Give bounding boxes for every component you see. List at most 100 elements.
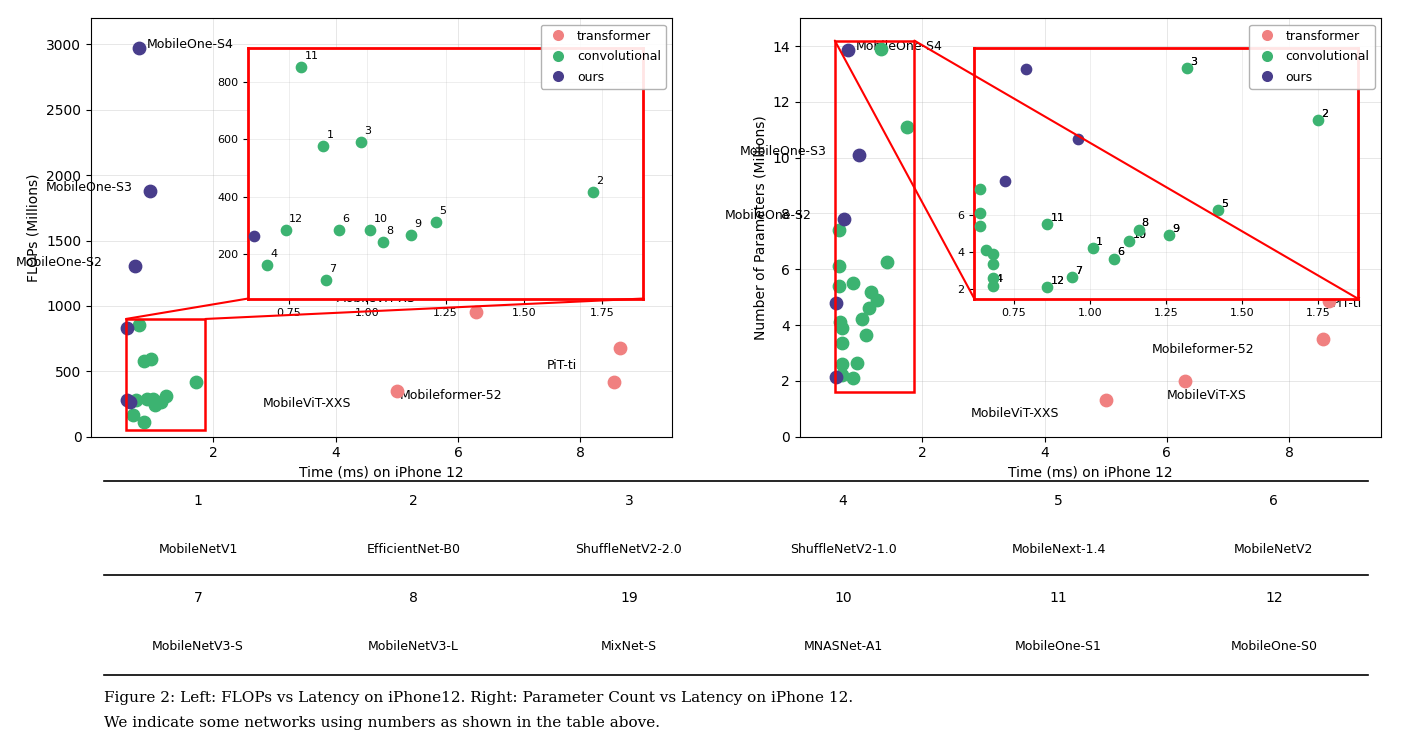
Point <box>847 149 869 161</box>
Point <box>1173 375 1196 387</box>
Point <box>615 202 638 213</box>
Text: MobileOne-S2: MobileOne-S2 <box>725 209 812 222</box>
Text: MNASNet-A1: MNASNet-A1 <box>803 640 883 654</box>
Point <box>1067 266 1089 278</box>
Point <box>841 372 864 384</box>
Point <box>1323 275 1346 287</box>
Text: PiT-ti: PiT-ti <box>1332 297 1363 310</box>
Text: MobileViT-S: MobileViT-S <box>485 185 558 198</box>
Text: MobileOne-S3: MobileOne-S3 <box>46 181 133 194</box>
Text: MobileOne-S0: MobileOne-S0 <box>1231 640 1318 654</box>
Y-axis label: FLOPs (Millions): FLOPs (Millions) <box>27 173 41 281</box>
Text: MobileViT-XS: MobileViT-XS <box>1166 389 1246 402</box>
Point <box>154 390 177 401</box>
Text: MobileNext-1.4: MobileNext-1.4 <box>1011 543 1106 556</box>
Bar <box>834 41 914 392</box>
Text: PiT-ti: PiT-ti <box>547 359 578 371</box>
Point <box>386 385 408 397</box>
Text: DeiT-tiny: DeiT-tiny <box>1011 261 1067 273</box>
Point <box>144 399 167 411</box>
X-axis label: Time (ms) on iPhone 12: Time (ms) on iPhone 12 <box>299 466 464 480</box>
Point <box>1312 333 1335 345</box>
Point <box>603 376 625 387</box>
Text: 4: 4 <box>838 494 847 508</box>
Text: 1: 1 <box>193 494 203 508</box>
Point <box>858 303 880 314</box>
Point <box>830 369 852 381</box>
X-axis label: Time (ms) on iPhone 12: Time (ms) on iPhone 12 <box>1008 466 1173 480</box>
Text: 2: 2 <box>409 494 418 508</box>
Point <box>866 294 889 306</box>
Point <box>837 45 859 56</box>
Point <box>119 396 142 408</box>
Point <box>896 121 918 133</box>
Point <box>851 314 873 325</box>
Text: MobileNetV2: MobileNetV2 <box>1234 543 1314 556</box>
Point <box>465 306 488 318</box>
Text: Figure 2: Left: FLOPs vs Latency on iPhone12. Right: Parameter Count vs Latency : Figure 2: Left: FLOPs vs Latency on iPho… <box>104 692 854 705</box>
Point <box>142 393 164 405</box>
Point <box>830 322 852 333</box>
Point <box>136 393 158 405</box>
Point <box>829 261 851 273</box>
Point <box>133 417 156 428</box>
Text: ShuffleNetV2-1.0: ShuffleNetV2-1.0 <box>789 543 896 556</box>
Text: MobileOne-S1: MobileOne-S1 <box>1015 640 1102 654</box>
Point <box>116 322 139 333</box>
Point <box>128 319 150 331</box>
Text: MobileOne-S3: MobileOne-S3 <box>739 145 826 158</box>
Text: Mobileformer-52: Mobileformer-52 <box>400 389 502 402</box>
Point <box>1095 395 1117 406</box>
Point <box>847 357 869 368</box>
Y-axis label: Number of Parameters (Millions): Number of Parameters (Millions) <box>753 115 767 340</box>
Text: 19: 19 <box>620 591 638 605</box>
Legend: transformer, convolutional, ours: transformer, convolutional, ours <box>1249 25 1375 88</box>
Point <box>608 342 631 354</box>
Point <box>829 224 851 236</box>
Text: 11: 11 <box>1050 591 1067 605</box>
Text: 7: 7 <box>193 591 202 605</box>
Point <box>876 257 899 268</box>
Point <box>123 260 146 272</box>
Text: MobileNetV3-L: MobileNetV3-L <box>369 640 458 654</box>
Text: 5: 5 <box>1054 494 1063 508</box>
Text: 6: 6 <box>1269 494 1279 508</box>
Point <box>116 395 139 406</box>
Text: Mobileformer-52: Mobileformer-52 <box>1151 343 1255 356</box>
Point <box>128 42 150 54</box>
Point <box>869 43 892 55</box>
Point <box>824 297 847 308</box>
Point <box>133 355 156 367</box>
Text: MobileNetV3-S: MobileNetV3-S <box>153 640 244 654</box>
Text: 12: 12 <box>1265 591 1283 605</box>
Point <box>830 358 852 370</box>
Text: MobileViT-XS: MobileViT-XS <box>335 292 415 305</box>
Point <box>830 337 852 349</box>
Text: MobileOne-S2: MobileOne-S2 <box>15 256 102 269</box>
Text: ShuffleNetV2-2.0: ShuffleNetV2-2.0 <box>576 543 683 556</box>
Point <box>185 376 207 388</box>
Text: MobileViT-XXS: MobileViT-XXS <box>262 396 350 409</box>
Text: We indicate some networks using numbers as shown in the table above.: We indicate some networks using numbers … <box>104 716 660 730</box>
Point <box>139 185 161 197</box>
Text: MobileViT-S: MobileViT-S <box>1189 263 1260 276</box>
Point <box>122 409 144 421</box>
Point <box>125 394 147 406</box>
Bar <box>126 319 206 430</box>
Point <box>841 277 864 289</box>
Point <box>833 213 855 225</box>
Text: DeiT-tiny: DeiT-tiny <box>348 279 404 292</box>
Point <box>855 329 878 341</box>
Text: 10: 10 <box>834 591 852 605</box>
Text: MobileViT-XXS: MobileViT-XXS <box>972 407 1060 420</box>
Text: MobileOne-S4: MobileOne-S4 <box>855 40 942 53</box>
Text: MobileOne-S4: MobileOne-S4 <box>147 38 234 51</box>
Point <box>824 371 847 382</box>
Text: MixNet-S: MixNet-S <box>601 640 658 654</box>
Point <box>140 353 163 365</box>
Point <box>829 317 851 328</box>
Text: MobileNetV1: MobileNetV1 <box>158 543 238 556</box>
Point <box>859 286 882 298</box>
Point <box>358 261 380 273</box>
Point <box>829 280 851 292</box>
